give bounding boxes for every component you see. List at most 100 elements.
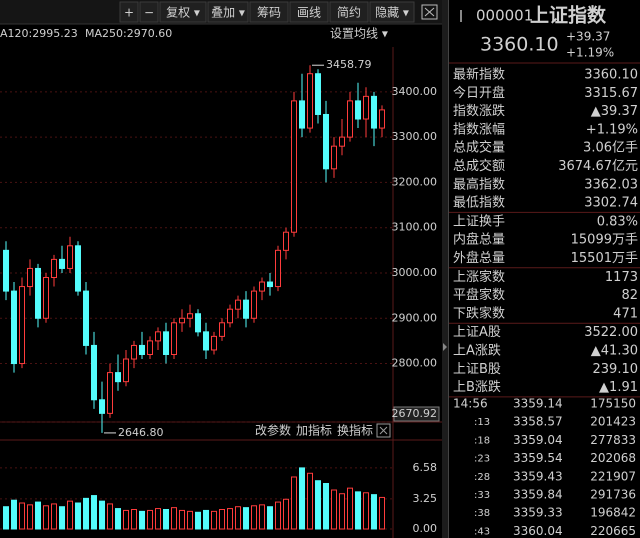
candle-body [131, 344, 137, 360]
stat-value: 3522.00 [584, 325, 638, 340]
trade-volume: 202068 [590, 451, 636, 465]
trade-time: :38 [474, 508, 490, 519]
candle-body [187, 313, 193, 319]
trade-volume: 220665 [590, 524, 636, 538]
candle-body [171, 322, 177, 355]
toolbar-label[interactable]: 复权 ▾ [166, 6, 200, 20]
volume-bar [123, 509, 129, 530]
stat-value: 239.10 [593, 362, 639, 377]
candle-body [371, 95, 377, 129]
toolbar-button[interactable] [249, 1, 289, 23]
volume-bar [139, 510, 145, 530]
stat-label: 外盘总量 [453, 250, 505, 266]
stat-value: ▲41.30 [591, 344, 638, 359]
volume-bar [115, 508, 121, 530]
volume-bar [147, 509, 153, 530]
candle-body [307, 73, 313, 129]
volume-bar [35, 501, 41, 530]
candle-body [139, 344, 145, 355]
toolbar-button[interactable] [207, 1, 249, 23]
volume-bar [355, 491, 361, 530]
candle-body [227, 308, 233, 324]
toolbar-label[interactable]: 筹码 [257, 6, 281, 20]
ma-settings[interactable]: 设置均线 ▾ [330, 27, 388, 41]
axis-label-box [393, 406, 440, 422]
indicator-button[interactable]: 换指标 [337, 423, 373, 438]
quote-change-pct: +1.19% [566, 46, 614, 60]
trade-price: 3359.43 [513, 469, 563, 483]
indicator-button[interactable]: 加指标 [296, 423, 332, 438]
stat-label: 内盘总量 [453, 232, 505, 248]
candle-body [291, 100, 297, 233]
fullscreen-icon[interactable] [421, 4, 438, 20]
candle-body [299, 100, 305, 129]
toolbar-button[interactable] [369, 1, 415, 23]
fullscreen-x [424, 7, 435, 17]
stat-label: 上涨家数 [453, 269, 505, 285]
stat-value: 3315.67 [584, 86, 638, 101]
y-tick-label: 2800.00 [392, 357, 438, 370]
trade-volume: 201423 [590, 415, 636, 429]
y-tick-label: 3300.00 [392, 130, 438, 143]
stat-label: 上B涨跌 [453, 379, 501, 395]
candle-body [43, 277, 49, 319]
trade-time: :43 [474, 526, 490, 537]
toolbar-button[interactable] [159, 1, 207, 23]
volume-bar [131, 509, 137, 530]
candle-body [203, 331, 209, 351]
toolbar-button[interactable] [289, 1, 329, 23]
candle-body [243, 299, 249, 319]
stat-value: 15501万手 [571, 251, 638, 266]
trade-price: 3359.84 [513, 488, 563, 502]
trade-volume: 175150 [590, 397, 636, 411]
toolbar-button[interactable] [119, 1, 139, 23]
toolbar-label[interactable]: 画线 [297, 6, 321, 20]
volume-bar [243, 507, 249, 530]
high-label: 3458.79 [326, 58, 372, 71]
toolbar-button[interactable] [329, 1, 369, 23]
volume-bar [59, 506, 65, 530]
toolbar-label[interactable]: 简约 [337, 5, 361, 20]
quote-name: 上证指数 [530, 4, 607, 27]
volume-bar [275, 501, 281, 530]
v-tick-label: 3.25 [413, 492, 438, 505]
toolbar-button[interactable] [139, 1, 159, 23]
candle-body [355, 100, 361, 120]
scrollbar[interactable] [442, 0, 448, 538]
volume-bar [75, 502, 81, 530]
volume-bar [107, 503, 113, 530]
toolbar-label[interactable]: − [144, 6, 154, 20]
candle-body [379, 109, 385, 129]
trade-price: 3359.04 [513, 433, 563, 447]
volume-bar [211, 510, 217, 530]
y-tick-label: 3200.00 [392, 175, 438, 188]
volume-bar [371, 494, 377, 530]
v-tick-label: 6.58 [413, 461, 438, 474]
stat-value: 82 [621, 288, 638, 303]
volume-bar [307, 472, 313, 530]
stat-value: 471 [613, 306, 638, 321]
close-indicator[interactable] [376, 423, 391, 438]
volume-bar [227, 508, 233, 530]
toolbar-label[interactable]: 隐藏 ▾ [375, 6, 409, 20]
volume-bar [195, 511, 201, 530]
volume-bar [291, 476, 297, 530]
stat-value: 0.83% [597, 214, 638, 229]
toolbar-label[interactable]: 叠加 ▾ [211, 6, 245, 20]
stat-value: +1.19% [586, 122, 638, 137]
volume-bar [203, 509, 209, 530]
candle-body [3, 249, 9, 292]
candle-body [155, 331, 161, 342]
candle-body [219, 322, 225, 337]
collapse-arrow[interactable] [443, 343, 447, 351]
y-tick-label: 2670.92 [392, 407, 438, 420]
stat-label: 最低指数 [453, 196, 505, 211]
stat-label: 上证换手 [453, 214, 505, 229]
trade-price: 3359.54 [513, 451, 563, 465]
close-box [376, 423, 391, 438]
stat-value: ▲1.91 [599, 380, 638, 395]
toolbar-label[interactable]: + [124, 6, 134, 20]
indicator-button[interactable]: 改参数 [255, 423, 291, 438]
stat-label: 上证B股 [453, 362, 501, 377]
